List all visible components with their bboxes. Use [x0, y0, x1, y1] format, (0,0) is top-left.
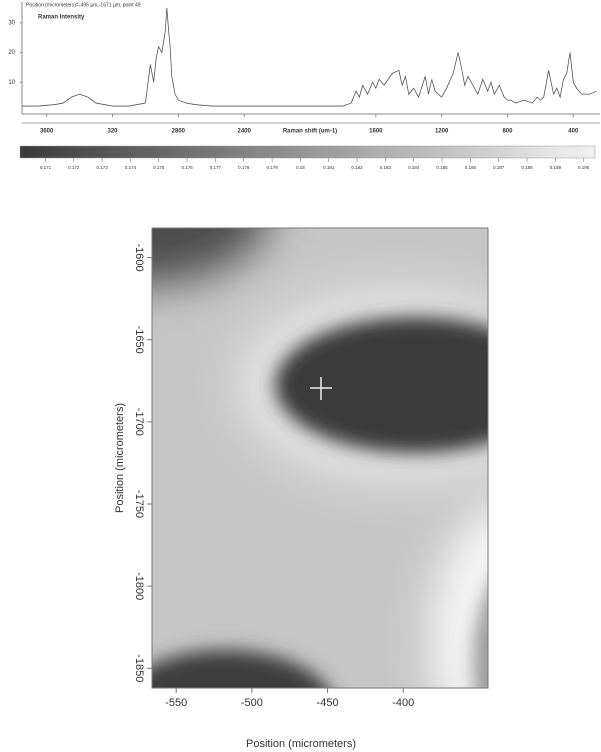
colorbar-tick-label: 0.182	[351, 165, 363, 170]
x-tick-label: 2400	[237, 129, 251, 135]
colorbar-tick-label: 0.185	[436, 165, 448, 170]
x-tick-label: 2800	[172, 129, 186, 135]
heatmap	[152, 228, 488, 688]
colorbar-tick-label: 0.186	[465, 165, 477, 170]
colorbar-tick-label: 0.174	[125, 165, 137, 170]
x-tick-label: 320	[108, 129, 119, 135]
x-tick-label: 3600	[40, 129, 54, 135]
x-tick-label: -400	[392, 697, 414, 709]
colorbar-tick-label: 0.178	[238, 165, 250, 170]
colorbar-tick-label: 0.183	[380, 165, 392, 170]
y-tick-label: -1800	[133, 572, 145, 600]
x-axis-label: Position (micrometers)	[246, 738, 356, 750]
x-tick-label: 800	[502, 129, 513, 135]
y-tick-label: 20	[8, 50, 15, 56]
x-tick-label: -550	[165, 697, 187, 709]
colorbar-tick-label: 0.171	[40, 165, 52, 170]
colorbar-tick-label: 0.189	[550, 165, 562, 170]
x-tick-label: -450	[317, 697, 339, 709]
colorbar-tick-label: 0.187	[493, 165, 505, 170]
heatmap-frame	[151, 227, 489, 689]
x-tick-label: 1600	[369, 129, 383, 135]
colorbar-tick-label: 0.177	[210, 165, 222, 170]
y-tick-label: -1600	[133, 244, 145, 272]
colorbar-tick-label: 0.190	[578, 165, 590, 170]
y-tick-label: -1850	[133, 654, 145, 682]
y-tick-label: -1700	[133, 408, 145, 436]
x-tick-label: -500	[241, 697, 263, 709]
colorbar-tick-label: 0.172	[68, 165, 80, 170]
colorbar-tick-label: 0.176	[181, 165, 193, 170]
y-axis-label: Raman Intensity	[38, 15, 85, 21]
colorbar	[19, 145, 596, 159]
y-tick-label: 30	[8, 20, 15, 26]
y-axis-label: Position (micrometers)	[114, 403, 126, 513]
colorbar-tick-label: 0.181	[323, 165, 335, 170]
x-tick-label: 1200	[435, 129, 449, 135]
colorbar-tick-label: 0.18	[296, 165, 305, 170]
y-tick-label: 10	[8, 80, 15, 86]
y-tick-label: -1650	[133, 326, 145, 354]
colorbar-tick-label: 0.179	[266, 165, 278, 170]
x-axis-label: Raman shift (um-1)	[283, 129, 337, 135]
spectrum-line	[22, 7, 597, 107]
colorbar-tick-label: 0.188	[521, 165, 533, 170]
colorbar-tick-label: 0.173	[97, 165, 109, 170]
y-tick-label: -1750	[133, 490, 145, 518]
colorbar-tick-label: 0.184	[408, 165, 420, 170]
colorbar-tick-label: 0.175	[153, 165, 165, 170]
x-tick-label: 400	[568, 129, 579, 135]
chart-title: Position (micrometers)=-495 µm,-1671 µm,…	[26, 2, 141, 8]
